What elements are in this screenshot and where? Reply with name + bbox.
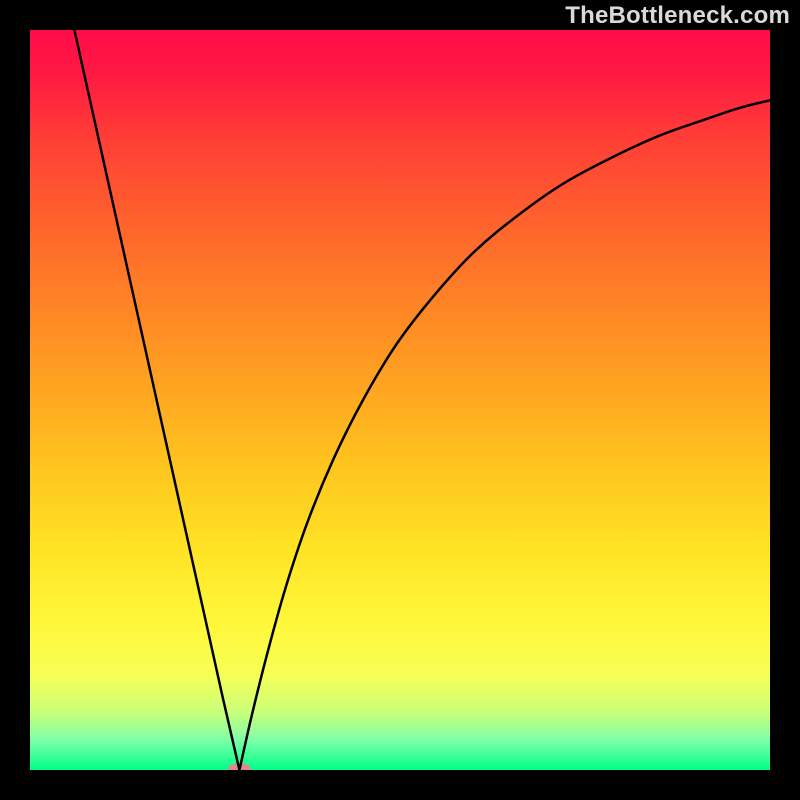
bottleneck-curve-chart	[30, 30, 770, 770]
gradient-background	[30, 30, 770, 770]
chart-container: TheBottleneck.com	[0, 0, 800, 800]
watermark-text: TheBottleneck.com	[565, 0, 790, 30]
plot-area	[30, 30, 770, 770]
